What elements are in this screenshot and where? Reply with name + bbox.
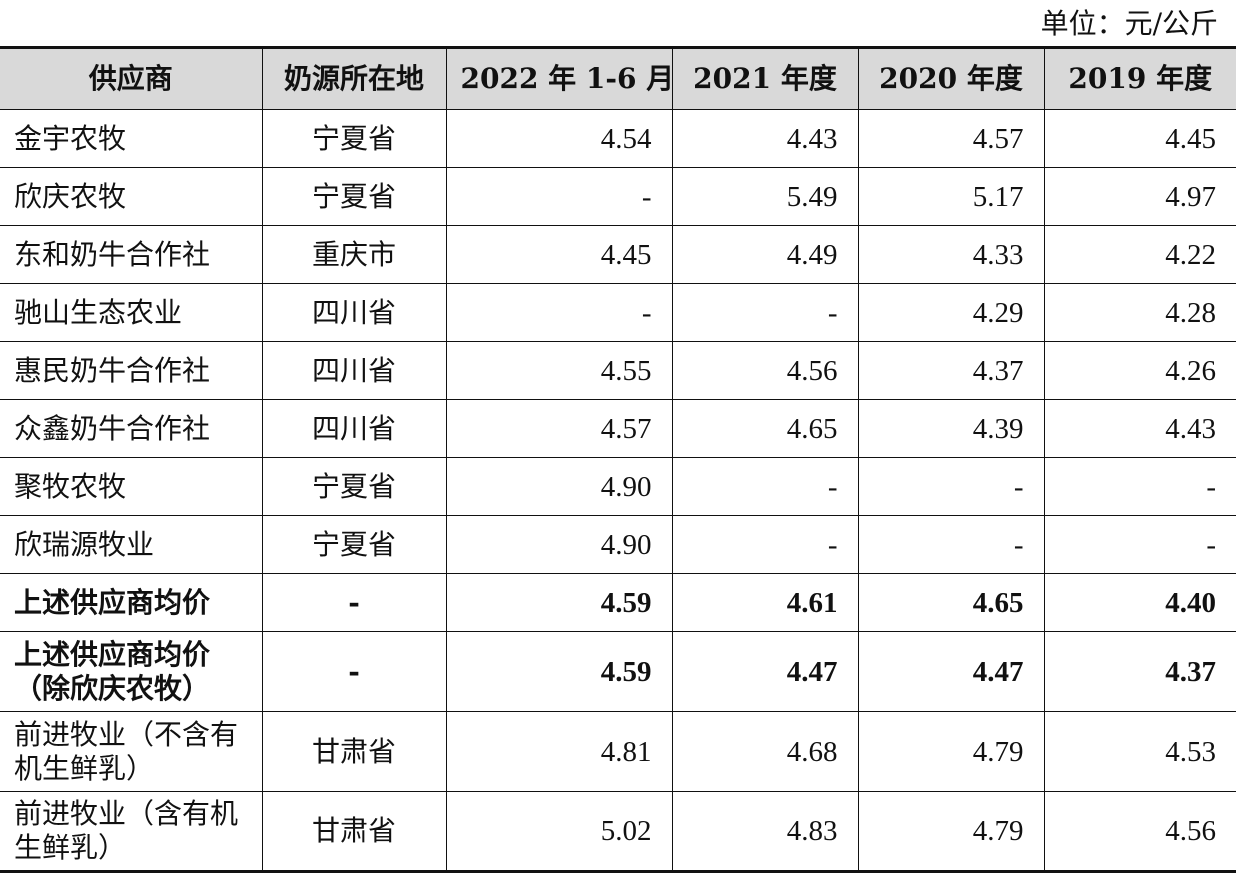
value-2020: 4.37 [857, 341, 1044, 400]
value-2020: 4.79 [857, 711, 1044, 792]
region-cell: 宁夏省 [261, 457, 446, 516]
region-cell: 四川省 [261, 341, 446, 400]
value-2022h1: 4.57 [445, 399, 672, 458]
supplier-name-line1: 前进牧业（含有机 [14, 797, 239, 830]
summary-label-line1: 上述供应商均价 [14, 637, 211, 671]
value-2020: 4.39 [857, 399, 1044, 458]
table-row: 前进牧业（不含有 机生鲜乳） 甘肃省 4.81 4.68 4.79 4.53 [0, 711, 1236, 792]
header-2019: 2019 年度 [1043, 47, 1236, 110]
value-2019: 4.22 [1043, 225, 1236, 284]
summary-row: 上述供应商均价 - 4.59 4.61 4.65 4.40 [0, 573, 1236, 632]
table-row: 众鑫奶牛合作社 四川省 4.57 4.65 4.39 4.43 [0, 399, 1236, 458]
supplier-name: 众鑫奶牛合作社 [0, 399, 262, 458]
value-2020: - [857, 457, 1044, 516]
value-2022h1: 4.81 [445, 711, 672, 792]
region-cell: 四川省 [261, 399, 446, 458]
price-table: 供应商 奶源所在地 2022 年 1-6 月 2021 年度 2020 年度 2… [0, 46, 1236, 873]
value-2022h1: - [445, 283, 672, 342]
value-2021: 4.83 [671, 791, 858, 872]
region-cell: 重庆市 [261, 225, 446, 284]
value-2019: 4.53 [1043, 711, 1236, 792]
value-2020: 4.29 [857, 283, 1044, 342]
header-region: 奶源所在地 [261, 47, 446, 110]
table-row: 惠民奶牛合作社 四川省 4.55 4.56 4.37 4.26 [0, 341, 1236, 400]
table-row: 欣庆农牧 宁夏省 - 5.49 5.17 4.97 [0, 167, 1236, 226]
supplier-name: 驰山生态农业 [0, 283, 262, 342]
table-row: 聚牧农牧 宁夏省 4.90 - - - [0, 457, 1236, 516]
table-row: 金宇农牧 宁夏省 4.54 4.43 4.57 4.45 [0, 109, 1236, 168]
supplier-name: 聚牧农牧 [0, 457, 262, 516]
value-2019: 4.97 [1043, 167, 1236, 226]
value-2021: 4.68 [671, 711, 858, 792]
value-2022h1: 4.54 [445, 109, 672, 168]
value-2022h1: - [445, 167, 672, 226]
value-2021: - [671, 515, 858, 574]
summary-row: 上述供应商均价 （除欣庆农牧） - 4.59 4.47 4.47 4.37 [0, 631, 1236, 712]
supplier-name: 欣瑞源牧业 [0, 515, 262, 574]
supplier-name-line2: 机生鲜乳） [14, 751, 155, 785]
value-2019: 4.45 [1043, 109, 1236, 168]
table-row: 驰山生态农业 四川省 - - 4.29 4.28 [0, 283, 1236, 342]
value-2022h1: 5.02 [445, 791, 672, 872]
value-2020: 4.33 [857, 225, 1044, 284]
value-2019: 4.28 [1043, 283, 1236, 342]
value-2019: 4.40 [1043, 573, 1236, 632]
region-cell: 甘肃省 [261, 711, 446, 792]
table-row: 东和奶牛合作社 重庆市 4.45 4.49 4.33 4.22 [0, 225, 1236, 284]
value-2021: 4.49 [671, 225, 858, 284]
value-2021: - [671, 457, 858, 516]
value-2019: - [1043, 457, 1236, 516]
table-row: 欣瑞源牧业 宁夏省 4.90 - - - [0, 515, 1236, 574]
value-2021: - [671, 283, 858, 342]
supplier-name-line2: 生鲜乳） [14, 831, 127, 864]
value-2021: 5.49 [671, 167, 858, 226]
value-2022h1: 4.59 [445, 573, 672, 632]
value-2020: 4.65 [857, 573, 1044, 632]
header-2022h1: 2022 年 1-6 月 [445, 47, 672, 110]
value-2022h1: 4.55 [445, 341, 672, 400]
value-2021: 4.56 [671, 341, 858, 400]
region-cell: 宁夏省 [261, 109, 446, 168]
supplier-name: 前进牧业（不含有 机生鲜乳） [0, 711, 262, 792]
supplier-name: 前进牧业（含有机 生鲜乳） [0, 791, 262, 872]
value-2021: 4.65 [671, 399, 858, 458]
region-cell: 四川省 [261, 283, 446, 342]
header-2021: 2021 年度 [671, 47, 858, 110]
region-cell: 宁夏省 [261, 167, 446, 226]
unit-label: 单位：元/公斤 [1040, 7, 1218, 40]
supplier-name: 东和奶牛合作社 [0, 225, 262, 284]
value-2022h1: 4.90 [445, 515, 672, 574]
region-cell: - [261, 631, 446, 712]
value-2021: 4.47 [671, 631, 858, 712]
supplier-name: 欣庆农牧 [0, 167, 262, 226]
summary-label-line2: （除欣庆农牧） [14, 671, 211, 705]
value-2022h1: 4.59 [445, 631, 672, 712]
summary-label: 上述供应商均价 [0, 573, 262, 632]
value-2020: 4.57 [857, 109, 1044, 168]
value-2020: 5.17 [857, 167, 1044, 226]
value-2020: - [857, 515, 1044, 574]
region-cell: 甘肃省 [261, 791, 446, 872]
supplier-name: 惠民奶牛合作社 [0, 341, 262, 400]
header-2020: 2020 年度 [857, 47, 1044, 110]
value-2019: 4.26 [1043, 341, 1236, 400]
value-2019: 4.56 [1043, 791, 1236, 872]
value-2021: 4.61 [671, 573, 858, 632]
value-2022h1: 4.90 [445, 457, 672, 516]
table-header-row: 供应商 奶源所在地 2022 年 1-6 月 2021 年度 2020 年度 2… [0, 47, 1236, 110]
value-2019: 4.37 [1043, 631, 1236, 712]
value-2020: 4.79 [857, 791, 1044, 872]
value-2019: 4.43 [1043, 399, 1236, 458]
supplier-name-line1: 前进牧业（不含有 [14, 717, 239, 751]
value-2021: 4.43 [671, 109, 858, 168]
value-2020: 4.47 [857, 631, 1044, 712]
region-cell: - [261, 573, 446, 632]
value-2022h1: 4.45 [445, 225, 672, 284]
value-2019: - [1043, 515, 1236, 574]
summary-label: 上述供应商均价 （除欣庆农牧） [0, 631, 262, 712]
supplier-name: 金宇农牧 [0, 109, 262, 168]
header-supplier: 供应商 [0, 47, 262, 110]
region-cell: 宁夏省 [261, 515, 446, 574]
table-row: 前进牧业（含有机 生鲜乳） 甘肃省 5.02 4.83 4.79 4.56 [0, 791, 1236, 872]
